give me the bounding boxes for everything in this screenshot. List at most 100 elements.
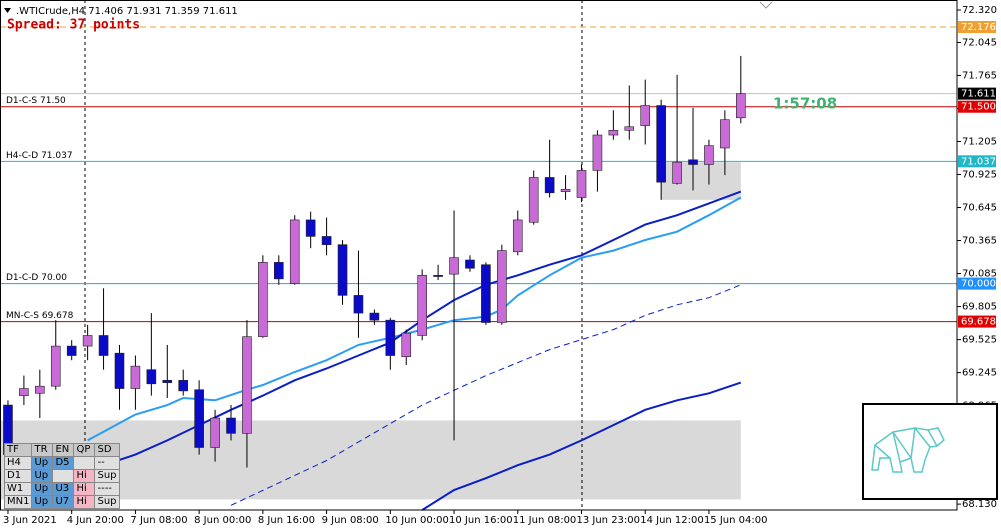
- table-cell: ----: [94, 482, 120, 496]
- candle-body: [528, 177, 539, 223]
- price-level-box: [958, 87, 996, 100]
- table-header: TF TR EN QP SD: [3, 443, 120, 457]
- x-tick-label: 9 Jun 08:00: [322, 515, 379, 526]
- table-cell: TR: [31, 443, 54, 457]
- candle-body: [258, 262, 268, 337]
- table-cell: SD: [94, 443, 120, 457]
- y-tick-label: 69.805: [962, 302, 997, 313]
- menu-arrow[interactable]: [4, 8, 11, 13]
- candle-body: [273, 262, 284, 280]
- candle-body: [178, 379, 189, 392]
- candle-body: [194, 389, 204, 448]
- y-tick-label: 70.365: [962, 236, 997, 247]
- candle-body: [720, 119, 730, 149]
- price-level-label: 71.037: [961, 156, 996, 167]
- table-cell: U7: [52, 495, 75, 509]
- x-tick-label: 3 Jun 2021: [3, 515, 57, 526]
- plot-frame: [0, 0, 958, 511]
- candle-body: [50, 345, 61, 387]
- price-level-label: 72.176: [961, 22, 996, 33]
- candle-body: [321, 236, 332, 245]
- candle-body: [704, 145, 714, 165]
- price-level-name: D1-C-D 70.00: [6, 273, 67, 283]
- y-tick-label: 72.320: [962, 5, 997, 16]
- table-cell: [73, 456, 96, 470]
- candle-body: [289, 219, 300, 284]
- price-level-label: 71.500: [961, 102, 996, 113]
- table-cell: H4: [3, 456, 33, 470]
- table-cell: --: [94, 456, 120, 470]
- candle-body: [592, 134, 603, 171]
- table-cell: Hi: [73, 469, 96, 483]
- price-level-box: [958, 315, 996, 328]
- candle-body: [385, 319, 396, 356]
- candle-body: [146, 369, 157, 385]
- x-tick-label: 8 Jun 16:00: [258, 515, 315, 526]
- price-level-label: 70.000: [961, 279, 996, 290]
- table-cell: MN1: [3, 495, 33, 509]
- table-row: H4 Up D5 --: [3, 456, 120, 470]
- candle-body: [337, 244, 348, 296]
- signal-table: TF TR EN QP SD H4 Up D5 -- D1 Up Hi Sup W1 Up U3 Hi ---- M…: [3, 443, 120, 509]
- candle-body: [449, 257, 459, 275]
- candle-body: [417, 275, 427, 336]
- candle-body: [226, 417, 236, 434]
- candle-body: [560, 188, 571, 192]
- price-level-box: [958, 100, 996, 113]
- y-tick-label: 68.130: [962, 499, 997, 510]
- logo-bear: [871, 427, 945, 473]
- candle-body: [608, 130, 619, 136]
- candle-body: [353, 295, 364, 314]
- candle-body: [672, 161, 682, 184]
- y-tick-label: 69.245: [962, 368, 997, 379]
- table-cell: Sup: [94, 469, 120, 483]
- table-cell: D1: [3, 469, 33, 483]
- table-cell: Up: [31, 456, 54, 470]
- x-tick-label: 15 Jun 04:00: [704, 515, 768, 526]
- candle-body: [35, 385, 45, 394]
- candle-body: [576, 170, 587, 198]
- price-level-box: [958, 277, 996, 290]
- table-cell: Up: [31, 482, 54, 496]
- y-tick-label: 71.205: [962, 137, 997, 148]
- x-tick-label: 7 Jun 08:00: [130, 515, 187, 526]
- price-level-name: MN-C-S 69.678: [6, 311, 74, 321]
- collapse-icon[interactable]: [759, 1, 773, 9]
- table-row: MN1 Up U7 Hi Sup: [3, 495, 120, 509]
- table-cell: QP: [73, 443, 96, 457]
- x-tick-label: 10 Jun 16:00: [449, 515, 513, 526]
- candle-body: [19, 388, 29, 396]
- candle-body: [624, 126, 635, 131]
- x-tick-label: 11 Jun 08:00: [513, 515, 577, 526]
- price-level-name: D1-C-S 71.50: [6, 96, 66, 106]
- candle-body: [114, 352, 125, 389]
- table-cell: EN: [52, 443, 75, 457]
- logo: [862, 403, 998, 500]
- moving-average: [230, 284, 741, 506]
- candle-body: [210, 417, 220, 448]
- x-tick-label: 14 Jun 12:00: [640, 515, 704, 526]
- table-cell: Up: [31, 495, 54, 509]
- y-tick-label: 71.765: [962, 70, 997, 81]
- table-cell: TF: [3, 443, 33, 457]
- candle-body: [512, 219, 523, 253]
- y-tick-label: 70.085: [962, 269, 997, 280]
- candle-body: [640, 105, 651, 126]
- logo-frame: [862, 403, 998, 500]
- price-level-box: [958, 21, 996, 34]
- candle-body: [82, 335, 93, 347]
- candle-body: [497, 250, 507, 323]
- table-cell: Up: [31, 469, 54, 483]
- table-cell: W1: [3, 482, 33, 496]
- chart-title: .WTICrude,H4 71.406 71.931 71.359 71.611: [16, 6, 238, 17]
- candle-body: [433, 275, 443, 277]
- price-level-label: 71.611: [961, 89, 996, 100]
- candle-body: [369, 312, 380, 321]
- candle-body: [305, 219, 316, 237]
- y-tick-label: 70.925: [962, 170, 997, 181]
- candle-body: [98, 335, 109, 356]
- candle-countdown: 1:57:08: [773, 95, 837, 113]
- table-row: W1 Up U3 Hi ----: [3, 482, 120, 496]
